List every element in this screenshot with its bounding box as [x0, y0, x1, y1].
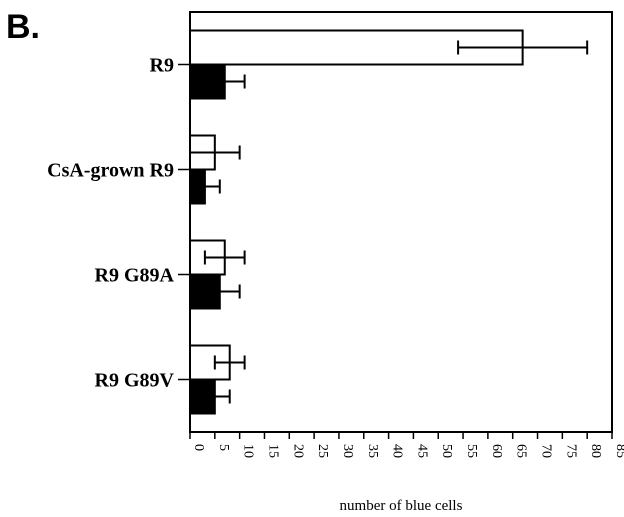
x-tick-label: 20	[290, 444, 305, 458]
x-tick-label: 0	[191, 444, 206, 451]
plot-border	[189, 11, 613, 433]
x-tick-label: 55	[464, 444, 479, 458]
x-tick-label: 10	[241, 444, 256, 458]
x-ticks: 0 5 10 15 20 25 30 35 40 45 50 55 60 65 70 75 80 85	[189, 432, 624, 458]
category-label: R9	[150, 55, 174, 77]
x-tick-label: 45	[414, 444, 429, 458]
x-axis-title: number of blue cells	[340, 498, 463, 514]
category-label: R9 G89A	[95, 265, 175, 287]
x-tick-label: 80	[588, 444, 603, 458]
category-label: CsA-grown R9	[47, 160, 174, 182]
x-tick-label: 25	[315, 444, 330, 458]
plot-frame	[189, 11, 613, 433]
x-tick-label: 30	[340, 444, 355, 458]
x-tick-label: 50	[439, 444, 454, 458]
category-label: R9 G89V	[95, 370, 175, 392]
x-tick-label: 15	[265, 444, 280, 458]
x-tick-label: 40	[390, 444, 405, 458]
x-tick-label: 60	[489, 444, 504, 458]
panel-label: B.	[6, 8, 40, 46]
x-tick-label: 35	[365, 444, 380, 458]
x-tick-label: 65	[514, 444, 529, 458]
x-tick-label: 75	[563, 444, 578, 458]
x-tick-label: 5	[216, 444, 231, 451]
bars	[189, 29, 589, 415]
x-tick-label: 70	[539, 444, 554, 458]
category-labels: R9 CsA-grown R9 R9 G89A R9 G89V	[47, 55, 190, 392]
x-tick-label: 85	[613, 444, 624, 458]
